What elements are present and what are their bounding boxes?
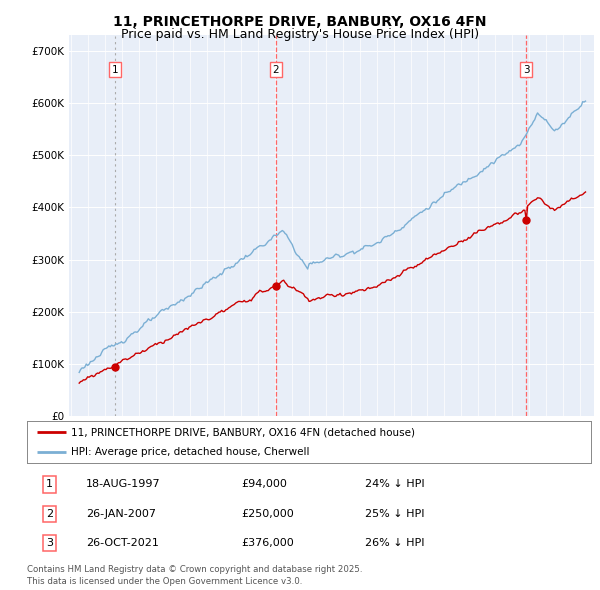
Point bbox=[271, 281, 281, 290]
Text: £250,000: £250,000 bbox=[241, 509, 294, 519]
Text: 1: 1 bbox=[112, 65, 119, 75]
Text: Price paid vs. HM Land Registry's House Price Index (HPI): Price paid vs. HM Land Registry's House … bbox=[121, 28, 479, 41]
Text: 3: 3 bbox=[46, 538, 53, 548]
Text: £376,000: £376,000 bbox=[241, 538, 294, 548]
Text: 2: 2 bbox=[272, 65, 279, 75]
Text: 26-OCT-2021: 26-OCT-2021 bbox=[86, 538, 159, 548]
Text: 24% ↓ HPI: 24% ↓ HPI bbox=[365, 480, 425, 489]
Text: 26-JAN-2007: 26-JAN-2007 bbox=[86, 509, 156, 519]
Point bbox=[521, 215, 531, 225]
Text: £94,000: £94,000 bbox=[241, 480, 287, 489]
Text: Contains HM Land Registry data © Crown copyright and database right 2025.
This d: Contains HM Land Registry data © Crown c… bbox=[27, 565, 362, 586]
Point bbox=[110, 362, 120, 372]
Text: 11, PRINCETHORPE DRIVE, BANBURY, OX16 4FN (detached house): 11, PRINCETHORPE DRIVE, BANBURY, OX16 4F… bbox=[71, 427, 415, 437]
Text: 3: 3 bbox=[523, 65, 530, 75]
Text: HPI: Average price, detached house, Cherwell: HPI: Average price, detached house, Cher… bbox=[71, 447, 310, 457]
Text: 2: 2 bbox=[46, 509, 53, 519]
Text: 1: 1 bbox=[46, 480, 53, 489]
Text: 11, PRINCETHORPE DRIVE, BANBURY, OX16 4FN: 11, PRINCETHORPE DRIVE, BANBURY, OX16 4F… bbox=[113, 15, 487, 30]
Text: 18-AUG-1997: 18-AUG-1997 bbox=[86, 480, 161, 489]
Text: 26% ↓ HPI: 26% ↓ HPI bbox=[365, 538, 425, 548]
Text: 25% ↓ HPI: 25% ↓ HPI bbox=[365, 509, 425, 519]
